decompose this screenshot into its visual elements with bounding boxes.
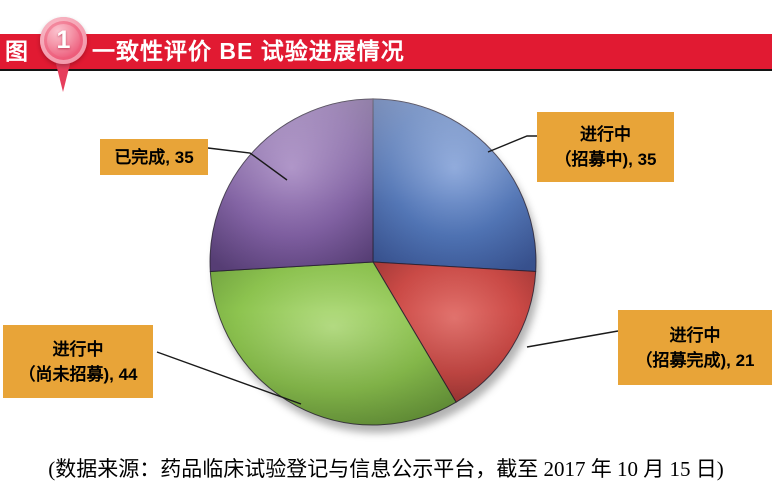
callout-in-progress-recruiting: 进行中 （招募中), 35 xyxy=(537,112,674,182)
callout-not-recruited-line2: （尚未招募), 44 xyxy=(18,364,138,384)
figure-title: 一致性评价 BE 试验进展情况 xyxy=(92,38,405,64)
figure-label: 图 xyxy=(5,38,28,64)
figure-number: 1 xyxy=(56,26,71,54)
callout-recruit-complete-line1: 进行中 xyxy=(669,325,721,345)
pin-tail-icon xyxy=(54,56,72,92)
callout-in-progress-recruit-complete: 进行中 （招募完成), 21 xyxy=(618,310,772,385)
callout-leader-line-1 xyxy=(207,147,288,181)
callout-completed: 已完成, 35 xyxy=(100,139,208,175)
callout-in-progress-not-recruited: 进行中 （尚未招募), 44 xyxy=(3,325,153,398)
callout-completed-text: 已完成, 35 xyxy=(114,147,194,167)
callout-leader-line-3 xyxy=(526,330,619,348)
title-band: 图 一致性评价 BE 试验进展情况 xyxy=(0,34,772,69)
callout-leader-line-2 xyxy=(487,135,537,153)
callout-recruiting-line2: （招募中), 35 xyxy=(554,150,657,169)
callout-not-recruited-line1: 进行中 xyxy=(52,339,104,359)
figure-number-badge-icon: 1 xyxy=(40,17,87,64)
callout-recruiting-line1: 进行中 xyxy=(580,125,631,144)
pie-bevel-overlay xyxy=(210,99,536,425)
source-caption: (数据来源：药品临床试验登记与信息公示平台，截至 2017 年 10 月 15 … xyxy=(48,457,724,481)
callout-leader-line-4 xyxy=(156,351,302,405)
band-underline xyxy=(0,69,772,71)
callout-recruit-complete-line2: （招募完成), 21 xyxy=(635,350,755,370)
